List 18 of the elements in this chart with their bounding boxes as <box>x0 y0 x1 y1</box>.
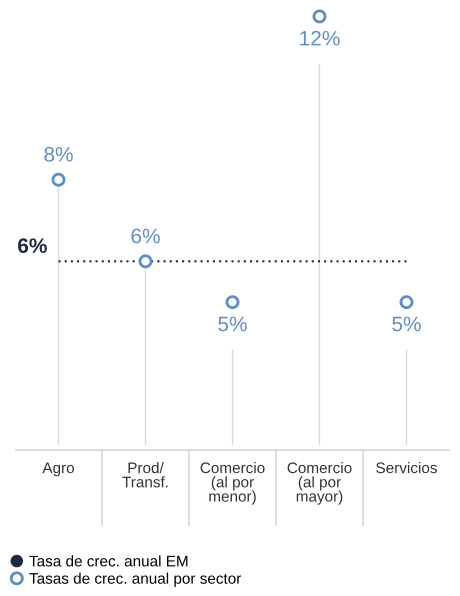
x-tick-label: Prod/ Transf. <box>122 462 168 488</box>
point <box>226 295 240 310</box>
data-label: 8% <box>44 146 73 162</box>
data-label: 6% <box>132 228 160 244</box>
point <box>400 295 414 310</box>
legend-label: Tasa de crec. anual EM <box>29 555 188 567</box>
data-label: 12% <box>300 30 340 46</box>
x-tick-label: Comercio (al por mayor) <box>288 462 352 505</box>
point <box>138 254 152 268</box>
legend-label: Tasas de crec. anual por sector <box>29 572 242 587</box>
x-tick-label: Comercio (al por menor) <box>200 462 265 505</box>
data-label: 6% <box>18 238 47 254</box>
point <box>312 9 326 24</box>
point <box>52 172 66 187</box>
data-label: 5% <box>218 316 247 332</box>
x-tick-label: Agro <box>42 462 74 476</box>
x-tick-label: Servicios <box>376 462 437 474</box>
data-label: 5% <box>392 316 421 332</box>
